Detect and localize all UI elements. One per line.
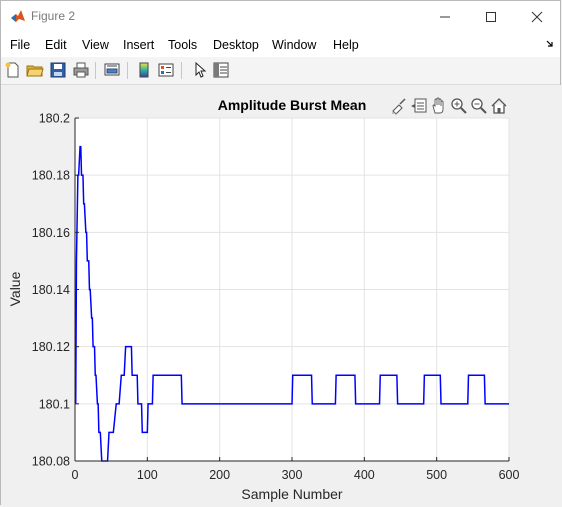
y-tick-label: 180.2 (39, 112, 70, 126)
x-tick-label: 400 (354, 468, 375, 482)
collapse-menu-icon[interactable] (546, 40, 554, 48)
x-tick-label: 600 (499, 468, 520, 482)
new-figure-icon[interactable] (4, 61, 22, 79)
y-tick-label: 180.1 (39, 397, 70, 411)
series-line (74, 145, 509, 462)
close-icon (531, 11, 543, 23)
axes[interactable]: 0 100 200 300 400 500 600 180.08 180.1 180.12 180.… (32, 112, 520, 483)
minimize-button[interactable] (422, 1, 468, 33)
x-tick-label: 300 (282, 468, 303, 482)
brush-icon[interactable] (390, 97, 408, 115)
minimize-icon (440, 16, 450, 18)
chart-title: Amplitude Burst Mean (218, 97, 367, 113)
save-icon[interactable] (49, 61, 67, 79)
insert-legend-icon[interactable] (157, 61, 175, 79)
window-title: Figure 2 (31, 9, 76, 23)
menu-tools[interactable]: Tools (168, 38, 198, 52)
toolbar-separator (181, 62, 182, 79)
zoom-out-icon[interactable] (470, 97, 488, 115)
home-icon[interactable] (490, 97, 508, 115)
menu-window[interactable]: Window (272, 38, 317, 52)
toolbar-separator (127, 62, 128, 79)
toolbar-separator (95, 62, 96, 79)
y-tick-label: 180.16 (32, 226, 70, 240)
menu-bar: File Edit View Insert Tools Desktop Wind… (1, 33, 560, 57)
data-tips-icon[interactable] (410, 97, 428, 115)
y-tick-label: 180.08 (32, 455, 70, 469)
menu-help[interactable]: Help (333, 38, 359, 52)
print-icon[interactable] (72, 61, 90, 79)
zoom-in-icon[interactable] (450, 97, 468, 115)
x-axis-label: Sample Number (241, 486, 342, 502)
insert-colorbar-icon[interactable] (135, 61, 153, 79)
menu-desktop[interactable]: Desktop (213, 38, 259, 52)
matlab-logo-icon (10, 8, 26, 24)
menu-insert[interactable]: Insert (123, 38, 155, 52)
maximize-button[interactable] (468, 1, 514, 33)
y-axis-label: Value (7, 271, 23, 306)
x-tick-label: 0 (72, 468, 79, 482)
pan-icon[interactable] (430, 97, 448, 115)
edit-plot-icon[interactable] (190, 61, 208, 79)
link-plot-icon[interactable] (103, 61, 121, 79)
property-inspector-icon[interactable] (212, 61, 230, 79)
menu-view[interactable]: View (82, 38, 109, 52)
close-button[interactable] (514, 1, 560, 33)
menu-edit[interactable]: Edit (45, 38, 67, 52)
figure-toolbar (1, 57, 560, 85)
y-tick-label: 180.18 (32, 169, 70, 183)
y-tick-label: 180.12 (32, 340, 70, 354)
x-tick-label: 200 (209, 468, 230, 482)
y-tick-label: 180.14 (32, 283, 70, 297)
maximize-icon (486, 12, 496, 22)
x-tick-label: 500 (426, 468, 447, 482)
menu-file[interactable]: File (10, 38, 31, 52)
x-tick-label: 100 (137, 468, 158, 482)
open-file-icon[interactable] (26, 61, 44, 79)
title-bar[interactable]: Figure 2 (1, 1, 560, 33)
